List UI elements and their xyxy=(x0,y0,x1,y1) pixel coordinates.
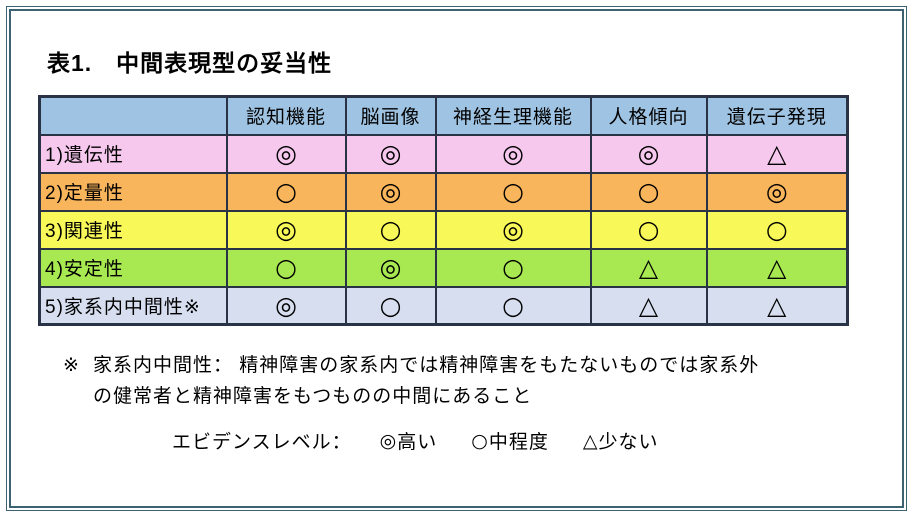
cell-symbol: ○ xyxy=(589,171,708,212)
cell-symbol: ○ xyxy=(434,285,592,326)
cell-symbol: ◎ xyxy=(344,247,437,288)
legend-item-label: 高い xyxy=(397,432,438,453)
cell-symbol: ○ xyxy=(344,285,437,326)
cell-symbol: ○ xyxy=(434,247,592,288)
table-row: 5)家系内中間性※ ◎ ○ ○ △ △ xyxy=(38,285,849,326)
triangle-icon: △ xyxy=(582,429,599,452)
table-row: 2)定量性 ○ ◎ ○ ○ ◎ xyxy=(38,171,849,212)
cell-symbol: ○ xyxy=(225,247,347,288)
header-cell-gene-expression: 遺伝子発現 xyxy=(705,95,849,136)
cell-symbol: ◎ xyxy=(344,133,437,174)
table-row: 4)安定性 ○ ◎ ○ △ △ xyxy=(38,247,849,288)
header-cell-personality: 人格傾向 xyxy=(589,95,708,136)
legend-label: エビデンスレベル： xyxy=(172,432,352,453)
footnote: ※ 家系内中間性： 精神障害の家系内では精神障害をもたないものでは家系外 の健常… xyxy=(63,350,759,412)
legend-item-label: 中程度 xyxy=(488,432,549,453)
cell-symbol: ○ xyxy=(344,209,437,250)
double-circle-icon: ◎ xyxy=(379,429,398,452)
cell-symbol: ◎ xyxy=(225,133,347,174)
header-cell-brain-imaging: 脳画像 xyxy=(344,95,437,136)
cell-symbol: ◎ xyxy=(225,285,347,326)
circle-icon: ○ xyxy=(471,429,489,452)
cell-symbol: △ xyxy=(705,247,849,288)
footnote-marker: ※ xyxy=(63,355,80,376)
cell-symbol: ◎ xyxy=(589,133,708,174)
legend-item-low: △ 少ない xyxy=(583,427,659,454)
row-label: 3)関連性 xyxy=(38,209,228,250)
page-title: 表1. 中間表現型の妥当性 xyxy=(47,50,333,76)
row-label: 5)家系内中間性※ xyxy=(38,285,228,326)
cell-symbol: ◎ xyxy=(344,171,437,212)
cell-symbol: ○ xyxy=(589,209,708,250)
header-cell-empty xyxy=(38,95,228,136)
cell-symbol: ◎ xyxy=(434,133,592,174)
cell-symbol: ○ xyxy=(225,171,347,212)
table-header-row: 認知機能 脳画像 神経生理機能 人格傾向 遺伝子発現 xyxy=(38,95,849,136)
cell-symbol: ○ xyxy=(705,209,849,250)
legend-item-high: ◎ 高い xyxy=(380,427,438,454)
validity-table: 認知機能 脳画像 神経生理機能 人格傾向 遺伝子発現 1)遺伝性 ◎ ◎ ◎ ◎… xyxy=(38,95,849,326)
footnote-text-line2: の健常者と精神障害をもつものの中間にあること xyxy=(93,386,533,407)
row-label: 2)定量性 xyxy=(38,171,228,212)
legend-item-label: 少ない xyxy=(598,432,659,453)
row-label: 1)遺伝性 xyxy=(38,133,228,174)
evidence-legend: エビデンスレベル： ◎ 高い ○ 中程度 △ 少ない xyxy=(172,427,658,454)
cell-symbol: ◎ xyxy=(225,209,347,250)
header-cell-cognitive-function: 認知機能 xyxy=(225,95,347,136)
table-row: 3)関連性 ◎ ○ ◎ ○ ○ xyxy=(38,209,849,250)
row-label: 4)安定性 xyxy=(38,247,228,288)
footnote-text-line1: 家系内中間性： 精神障害の家系内では精神障害をもたないものでは家系外 xyxy=(93,355,760,376)
legend-item-medium: ○ 中程度 xyxy=(471,427,549,454)
cell-symbol: ◎ xyxy=(434,209,592,250)
cell-symbol: ○ xyxy=(434,171,592,212)
cell-symbol: △ xyxy=(589,285,708,326)
cell-symbol: △ xyxy=(589,247,708,288)
cell-symbol: ◎ xyxy=(705,171,849,212)
cell-symbol: △ xyxy=(705,285,849,326)
footnote-line1: ※ 家系内中間性： 精神障害の家系内では精神障害をもたないものでは家系外 xyxy=(63,350,759,381)
table-row: 1)遺伝性 ◎ ◎ ◎ ◎ △ xyxy=(38,133,849,174)
header-cell-neurophysiology: 神経生理機能 xyxy=(434,95,592,136)
cell-symbol: △ xyxy=(705,133,849,174)
